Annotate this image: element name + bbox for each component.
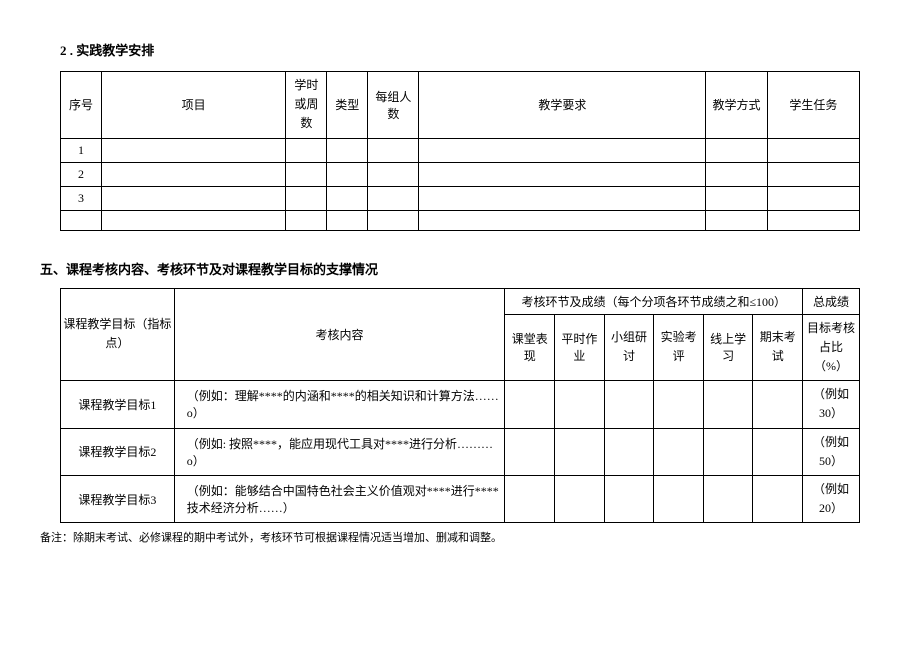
cell bbox=[101, 162, 285, 186]
cell bbox=[327, 210, 368, 230]
table2-header-row-1: 课程教学目标（指标点） 考核内容 考核环节及成绩（每个分项各环节成绩之和≤100… bbox=[61, 288, 860, 314]
table-row: 课程教学目标1 （例如：理解****的内涵和****的相关知识和计算方法……o）… bbox=[61, 381, 860, 428]
th-sub4: 实验考评 bbox=[654, 314, 704, 381]
cell bbox=[753, 475, 803, 522]
table-row: 1 bbox=[61, 138, 860, 162]
cell bbox=[419, 210, 706, 230]
cell bbox=[327, 186, 368, 210]
table1-header-row: 序号 项目 学时或周数 类型 每组人数 教学要求 教学方式 学生任务 bbox=[61, 72, 860, 139]
cell-goal: 课程教学目标1 bbox=[61, 381, 175, 428]
cell bbox=[706, 186, 767, 210]
cell-total: （例如50） bbox=[803, 428, 860, 475]
cell bbox=[706, 162, 767, 186]
th-sub5: 线上学习 bbox=[703, 314, 753, 381]
cell bbox=[604, 428, 654, 475]
th-requirement: 教学要求 bbox=[419, 72, 706, 139]
practice-teaching-table: 序号 项目 学时或周数 类型 每组人数 教学要求 教学方式 学生任务 1 2 bbox=[60, 71, 860, 231]
cell bbox=[654, 475, 704, 522]
cell bbox=[505, 428, 555, 475]
footnote: 备注：除期末考试、必修课程的期中考试外，考核环节可根据课程情况适当增加、删减和调… bbox=[40, 529, 860, 545]
cell bbox=[555, 428, 605, 475]
cell bbox=[368, 162, 419, 186]
cell bbox=[286, 186, 327, 210]
cell bbox=[286, 162, 327, 186]
cell bbox=[101, 138, 285, 162]
cell bbox=[419, 162, 706, 186]
cell bbox=[703, 475, 753, 522]
table-row: 课程教学目标3 （例如：能够结合中国特色社会主义价值观对****进行****技术… bbox=[61, 475, 860, 522]
cell bbox=[286, 138, 327, 162]
th-seq: 序号 bbox=[61, 72, 102, 139]
cell bbox=[555, 475, 605, 522]
cell bbox=[327, 138, 368, 162]
cell bbox=[706, 210, 767, 230]
cell-content: （例如: 按照****，能应用现代工具对****进行分析………o） bbox=[174, 428, 505, 475]
cell-seq bbox=[61, 210, 102, 230]
cell bbox=[286, 210, 327, 230]
table-row bbox=[61, 210, 860, 230]
th-sub3: 小组研讨 bbox=[604, 314, 654, 381]
cell bbox=[703, 428, 753, 475]
cell bbox=[368, 138, 419, 162]
table-row: 课程教学目标2 （例如: 按照****，能应用现代工具对****进行分析………o… bbox=[61, 428, 860, 475]
th-type: 类型 bbox=[327, 72, 368, 139]
table-row: 3 bbox=[61, 186, 860, 210]
th-sub2: 平时作业 bbox=[555, 314, 605, 381]
th-total: 总成绩 bbox=[803, 288, 860, 314]
cell bbox=[767, 186, 859, 210]
th-sub1: 课堂表现 bbox=[505, 314, 555, 381]
section-2-heading: 2 . 实践教学安排 bbox=[60, 40, 860, 59]
cell bbox=[706, 138, 767, 162]
cell bbox=[753, 381, 803, 428]
th-content: 考核内容 bbox=[174, 288, 505, 381]
cell bbox=[654, 428, 704, 475]
th-assess-group: 考核环节及成绩（每个分项各环节成绩之和≤100） bbox=[505, 288, 803, 314]
cell bbox=[505, 381, 555, 428]
cell bbox=[654, 381, 704, 428]
cell-seq: 3 bbox=[61, 186, 102, 210]
cell-total: （例如20） bbox=[803, 475, 860, 522]
assessment-table: 课程教学目标（指标点） 考核内容 考核环节及成绩（每个分项各环节成绩之和≤100… bbox=[60, 288, 860, 524]
cell-goal: 课程教学目标2 bbox=[61, 428, 175, 475]
cell bbox=[419, 138, 706, 162]
cell-seq: 2 bbox=[61, 162, 102, 186]
th-goal: 课程教学目标（指标点） bbox=[61, 288, 175, 381]
cell bbox=[368, 210, 419, 230]
cell bbox=[555, 381, 605, 428]
cell-goal: 课程教学目标3 bbox=[61, 475, 175, 522]
th-hours: 学时或周数 bbox=[286, 72, 327, 139]
cell-total: （例如30） bbox=[803, 381, 860, 428]
cell-content: （例如：能够结合中国特色社会主义价值观对****进行****技术经济分析……） bbox=[174, 475, 505, 522]
th-project: 项目 bbox=[101, 72, 285, 139]
th-total-sub: 目标考核占比（%） bbox=[803, 314, 860, 381]
section-5-heading: 五、课程考核内容、考核环节及对课程教学目标的支撑情况 bbox=[40, 259, 860, 278]
cell bbox=[419, 186, 706, 210]
cell bbox=[327, 162, 368, 186]
cell-content: （例如：理解****的内涵和****的相关知识和计算方法……o） bbox=[174, 381, 505, 428]
cell-seq: 1 bbox=[61, 138, 102, 162]
cell bbox=[101, 210, 285, 230]
cell bbox=[767, 210, 859, 230]
cell bbox=[604, 381, 654, 428]
table-row: 2 bbox=[61, 162, 860, 186]
cell bbox=[101, 186, 285, 210]
cell bbox=[767, 162, 859, 186]
th-method: 教学方式 bbox=[706, 72, 767, 139]
cell bbox=[767, 138, 859, 162]
cell bbox=[505, 475, 555, 522]
th-task: 学生任务 bbox=[767, 72, 859, 139]
cell bbox=[604, 475, 654, 522]
cell bbox=[368, 186, 419, 210]
cell bbox=[703, 381, 753, 428]
th-sub6: 期末考试 bbox=[753, 314, 803, 381]
th-groupnum: 每组人数 bbox=[368, 72, 419, 139]
cell bbox=[753, 428, 803, 475]
